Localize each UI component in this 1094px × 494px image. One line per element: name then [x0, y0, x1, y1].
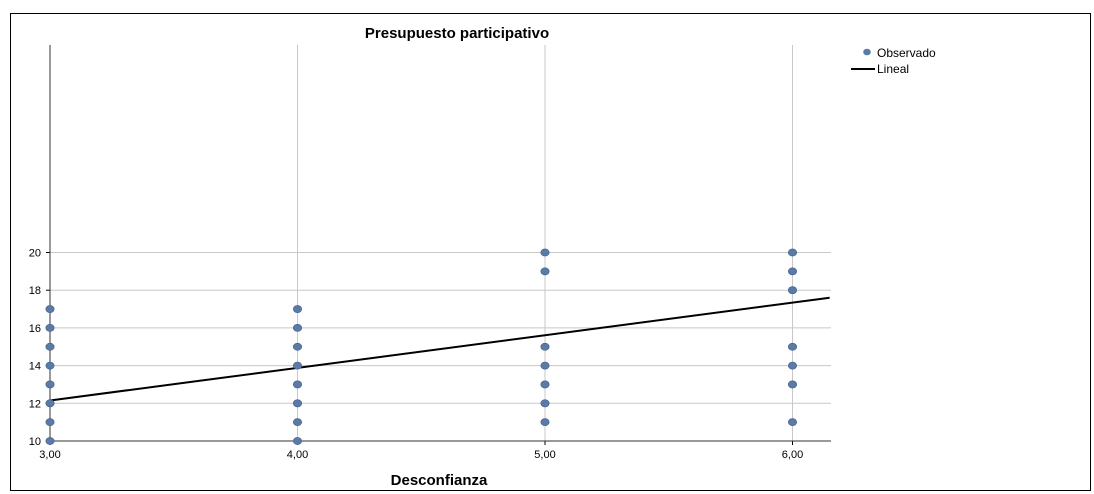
fit-line [49, 296, 830, 402]
x-tick-label: 6,00 [782, 449, 803, 461]
data-point [45, 305, 55, 313]
y-tick-label: 14 [29, 361, 41, 373]
fit-line-layer [49, 296, 830, 402]
data-point [540, 399, 550, 408]
data-point [45, 342, 55, 351]
data-point [292, 342, 302, 351]
data-point [787, 248, 797, 257]
data-point [292, 437, 302, 445]
data-point [787, 361, 797, 370]
data-point [292, 399, 302, 408]
data-point [292, 418, 302, 427]
data-point [540, 342, 550, 351]
chart-title: Presupuesto participativo [365, 25, 549, 42]
legend-marker-observado [863, 48, 871, 56]
y-tick-label: 20 [29, 248, 41, 260]
data-point [45, 399, 55, 408]
data-point [45, 361, 55, 370]
x-tick-label: 3,00 [39, 449, 60, 461]
x-axis-label: Desconfianza [391, 472, 488, 489]
x-tick-label: 4,00 [287, 449, 308, 461]
data-point [540, 380, 550, 389]
data-point [787, 286, 797, 295]
data-point [45, 323, 55, 332]
scatter-points [45, 248, 797, 445]
y-tick-label: 10 [29, 436, 41, 448]
data-point [45, 437, 55, 445]
data-point [292, 305, 302, 313]
x-tick-label: 5,00 [534, 449, 555, 461]
data-point [45, 418, 55, 427]
legend: Observado Lineal [851, 46, 936, 76]
y-tick-label: 16 [29, 323, 41, 335]
scatter-chart: Presupuesto participativo 10 12 14 16 18 20 3,… [29, 25, 936, 489]
data-point [787, 267, 797, 276]
chart-frame: Presupuesto participativo 10 12 14 16 18 20 3,… [10, 13, 1091, 491]
data-point [787, 418, 797, 427]
data-point [540, 361, 550, 370]
legend-label-observado: Observado [877, 46, 936, 60]
gridlines [50, 45, 831, 441]
data-point [45, 380, 55, 389]
tick-labels: 10 12 14 16 18 20 3,00 4,00 5,00 6,00 [29, 248, 803, 462]
data-point [787, 380, 797, 389]
data-point [787, 342, 797, 351]
y-tick-label: 12 [29, 398, 41, 410]
legend-label-lineal: Lineal [877, 62, 909, 76]
data-point [540, 248, 550, 257]
data-point [540, 267, 550, 276]
data-point [292, 380, 302, 389]
data-point [292, 361, 302, 370]
y-tick-label: 18 [29, 285, 41, 297]
data-point [540, 418, 550, 427]
data-point [292, 323, 302, 332]
